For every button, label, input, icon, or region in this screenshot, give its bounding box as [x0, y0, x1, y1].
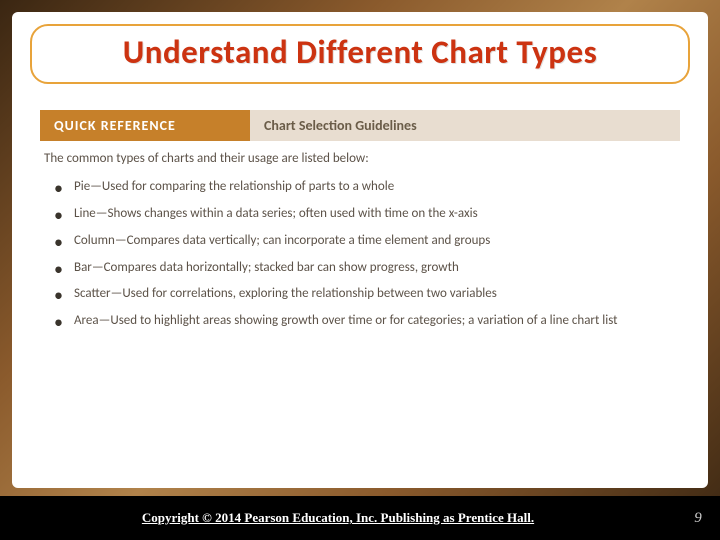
list-item: Area—Used to highlight areas showing gro…: [62, 308, 680, 335]
copyright-text: Copyright © 2014 Pearson Education, Inc.…: [0, 510, 676, 526]
page-number: 9: [676, 510, 720, 527]
footer-bar: Copyright © 2014 Pearson Education, Inc.…: [0, 496, 720, 540]
list-item: Bar—Compares data horizontally; stacked …: [62, 255, 680, 282]
page-title: Understand Different Chart Types: [48, 32, 672, 72]
reference-intro: The common types of charts and their usa…: [40, 141, 680, 174]
reference-header-right: Chart Selection Guidelines: [250, 110, 680, 141]
list-item: Line—Shows changes within a data series;…: [62, 201, 680, 228]
chart-type-list: Pie—Used for comparing the relationship …: [40, 174, 680, 335]
reference-table: QUICK REFERENCE Chart Selection Guidelin…: [40, 110, 680, 335]
reference-header-left: QUICK REFERENCE: [40, 110, 250, 141]
content-panel: Understand Different Chart Types QUICK R…: [12, 12, 708, 488]
list-item: Pie—Used for comparing the relationship …: [62, 174, 680, 201]
list-item: Column—Compares data vertically; can inc…: [62, 228, 680, 255]
list-item: Scatter—Used for correlations, exploring…: [62, 281, 680, 308]
reference-header: QUICK REFERENCE Chart Selection Guidelin…: [40, 110, 680, 141]
title-box: Understand Different Chart Types: [30, 24, 690, 84]
